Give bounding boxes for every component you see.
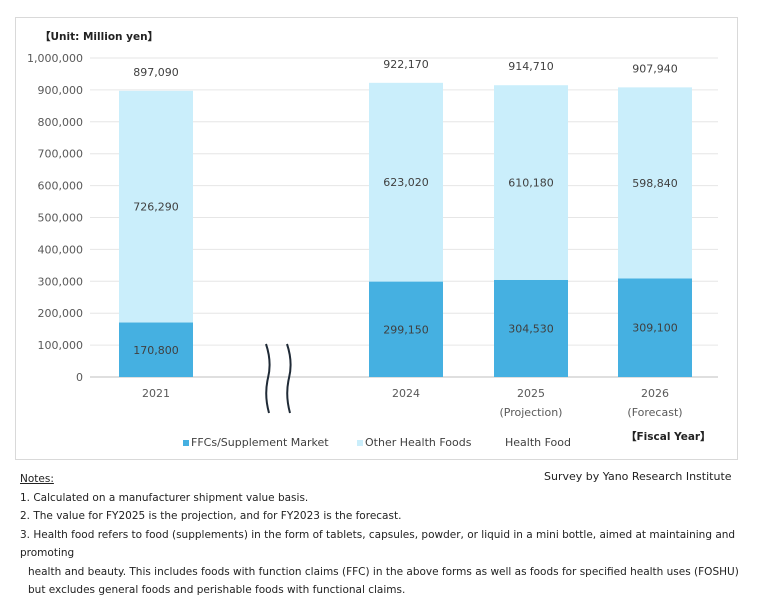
y-tick-label: 500,000: [38, 212, 84, 225]
y-tick-label: 600,000: [38, 180, 84, 193]
note-2: 2. The value for FY2025 is the projectio…: [20, 510, 402, 522]
bar-segment-ffc: [618, 278, 692, 377]
total-label: 897,090: [133, 66, 179, 79]
x-tick-sublabel: (Forecast): [627, 406, 682, 419]
data-label: 726,290: [133, 201, 179, 214]
data-label: 309,100: [632, 322, 678, 335]
data-label: 304,530: [508, 322, 554, 335]
bar-segment-other: [618, 87, 692, 279]
note-3-cont: health and beauty. This includes foods w…: [28, 565, 739, 578]
note-1: 1. Calculated on a manufacturer shipment…: [20, 491, 309, 504]
y-tick-label: 800,000: [38, 116, 84, 129]
y-tick-label: 700,000: [38, 148, 84, 161]
legend-label: FFCs/Supplement Market: [191, 436, 329, 449]
y-tick-label: 300,000: [38, 275, 84, 288]
data-label: 170,800: [133, 344, 179, 357]
y-tick-label: 1,000,000: [27, 52, 83, 65]
chart-frame: [15, 17, 738, 460]
legend-swatch: [357, 440, 363, 446]
unit-label: 【Unit: Million yen】: [40, 31, 159, 43]
total-label: 907,940: [632, 62, 678, 75]
legend-swatch: [183, 440, 189, 446]
y-tick-label: 100,000: [38, 339, 84, 352]
legend-item-total: Health Food: [505, 436, 571, 449]
y-tick-label: 900,000: [38, 84, 84, 97]
bar-segment-ffc: [119, 322, 193, 377]
y-tick-label: 200,000: [38, 307, 84, 320]
stacked-bar-chart: 0 100,000 200,000 300,000 400,000 500,000 600,…: [27, 52, 718, 419]
y-tick-label: 0: [76, 371, 83, 384]
legend-item-ffc: FFCs/Supplement Market: [183, 436, 329, 449]
y-tick-label: 400,000: [38, 243, 84, 256]
data-label: 299,150: [383, 323, 429, 336]
bar-segment-other: [119, 90, 193, 323]
total-label: 914,710: [508, 60, 554, 73]
bar-segment-other: [494, 85, 568, 280]
legend-item-other: Other Health Foods: [357, 436, 471, 449]
x-tick-label: 2024: [392, 387, 420, 400]
x-tick-label: 2026: [641, 387, 669, 400]
bar-segment-ffc: [494, 279, 568, 377]
total-label: 922,170: [383, 58, 429, 71]
axis-break-mark: [265, 343, 271, 414]
notes: Notes: 1. Calculated on a manufacturer s…: [20, 470, 760, 600]
data-label: 598,840: [632, 177, 678, 190]
axis-break-mark: [286, 343, 292, 414]
legend-label: Other Health Foods: [365, 436, 472, 449]
x-tick-label: 2021: [142, 387, 170, 400]
x-axis-label: 【Fiscal Year】: [626, 431, 711, 443]
data-label: 610,180: [508, 177, 554, 190]
data-label: 623,020: [383, 176, 429, 189]
note-3: 3. Health food refers to food (supplemen…: [20, 528, 736, 560]
bar-segment-other: [369, 82, 443, 282]
x-tick-sublabel: (Projection): [500, 406, 563, 419]
source-credit: Survey by Yano Research Institute: [544, 470, 732, 483]
notes-heading: Notes:: [20, 473, 54, 485]
bar-segment-ffc: [369, 281, 443, 377]
x-tick-label: 2025: [517, 387, 545, 400]
